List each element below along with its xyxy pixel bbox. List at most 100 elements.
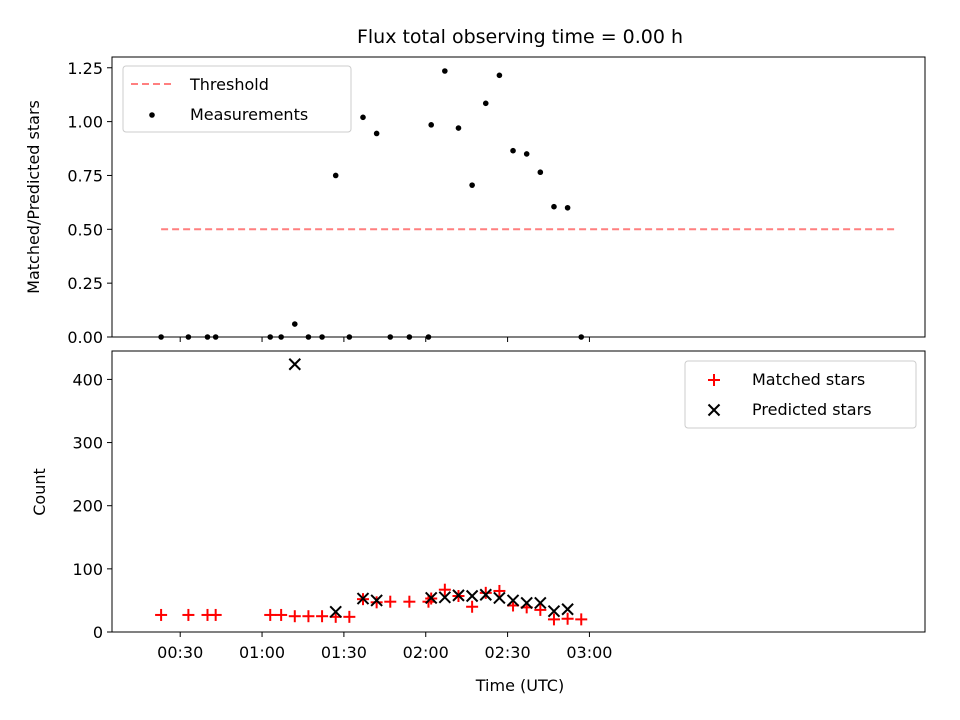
ratio-y-tick-label: 0.00 [67,328,103,347]
measurement-point [319,334,325,340]
count-legend-box [684,360,917,429]
measurement-point [469,182,475,188]
predicted-star-point [520,596,533,610]
matched-star-point [155,608,168,621]
ratio-y-axis-label: Matched/Predicted stars [24,100,43,294]
predicted-star-point-b [452,589,465,602]
matched-star-point [302,610,315,623]
predicted-star-point-b [534,596,547,610]
matched-star-point [370,596,383,609]
ratio-panel: Matched/Predicted stars 0.00 0.25 0.50 0.75… [24,56,926,347]
measurement-point [373,130,380,137]
measurement-point [578,334,585,340]
matched-star-point [343,610,356,623]
predicted-star-point [329,605,342,619]
x-tick-label: 00:30 [157,643,203,662]
measurement-point [185,334,192,340]
measurement-point [158,334,164,340]
count-panel: Count Time (UTC) 0 100 200 300 400 00:30 01:00… [30,350,926,695]
x-axis-label: Time (UTC) [475,676,564,695]
measurement-point [551,203,557,210]
predicted-star-point-b [356,592,370,605]
measurement-point [537,169,544,176]
legend-predicted-swatch [707,403,721,417]
measurement-point [346,334,353,340]
chart-title: Flux total observing time = 0.00 h [357,26,683,48]
count-plot-frame [111,350,926,633]
matched-star-point [384,595,397,608]
matched-star-point [575,613,588,626]
measurement-point [406,334,413,340]
predicted-star-point-b [424,591,438,605]
x-tick-label: 01:30 [321,643,367,662]
ratio-y-tick-label: 0.25 [67,274,103,293]
predicted-star-point-b [520,596,533,610]
measurement-point [496,72,503,79]
legend-predicted-label: Predicted stars [752,400,872,419]
count-y-tick-label: 0 [93,623,103,642]
measurement-point [442,68,448,74]
matched-star-point [209,608,222,621]
measurement-point [204,334,211,340]
ratio-legend-box [122,65,352,133]
measurement-point [428,122,434,128]
matched-star-point [466,600,479,613]
predicted-star-point [534,596,547,610]
x-tick-label: 01:00 [239,643,285,662]
predicted-star-point [370,594,383,607]
predicted-star-point [465,589,479,603]
measurement-point [212,334,219,340]
matched-star-point [493,584,506,597]
predicted-star-point [506,594,520,607]
legend-threshold-label: Threshold [189,75,269,94]
measurement-point [482,100,489,107]
matched-star-point [264,608,277,621]
measurement-point [267,334,274,340]
count-y-tick-label: 300 [72,434,103,453]
legend-predicted-swatch-b [707,403,721,417]
measurement-point [523,151,530,157]
predicted-star-point [547,604,561,618]
count-y-tick-label: 100 [72,560,103,579]
ratio-y-tick-label: 1.00 [67,113,103,132]
matched-star-point [479,586,492,599]
measurement-point [360,114,366,121]
measurement-point [455,125,462,131]
matched-star-point [288,610,301,623]
predicted-star-point-b [370,594,383,607]
matched-star-point [547,613,560,626]
predicted-star-point-b [479,588,492,601]
measurement-point [278,334,284,340]
predicted-star-point [561,603,574,616]
measurement-point [305,334,312,340]
legend-measurements-label: Measurements [190,105,308,124]
predicted-star-point-b [547,604,561,618]
predicted-star-point [479,588,492,601]
ratio-plot-frame [111,56,926,338]
predicted-star-point-b [329,605,342,619]
matched-star-point [534,603,547,616]
measurement-point [291,321,298,327]
ratio-y-tick-label: 1.25 [67,59,103,78]
x-tick-label: 02:00 [403,643,449,662]
legend-measurements-swatch [149,112,155,118]
matched-star-point [438,583,451,596]
predicted-star-point [424,591,438,605]
measurement-point [564,204,571,211]
predicted-star-point [452,589,465,602]
ratio-y-tick-label: 0.50 [67,220,103,239]
predicted-star-point-b [288,358,301,371]
ratio-y-tick-label: 0.75 [67,166,103,185]
predicted-star-point [288,358,301,371]
count-y-axis-label: Count [30,468,49,516]
predicted-star-point-b [465,589,479,603]
measurement-point [387,334,394,340]
matched-star-point [182,608,195,621]
matched-star-point [316,610,329,623]
measurement-point [510,147,516,154]
predicted-star-point-b [561,603,574,616]
count-y-tick-label: 400 [72,370,103,389]
predicted-star-point [493,591,506,605]
count-y-tick-label: 200 [72,497,103,516]
